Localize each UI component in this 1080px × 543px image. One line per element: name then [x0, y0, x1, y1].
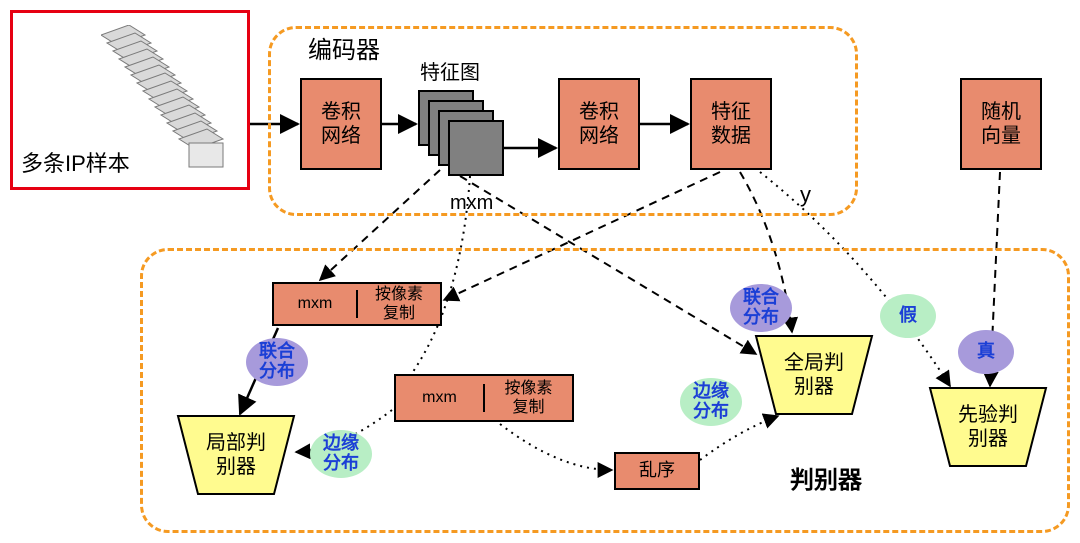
- feature-map-stack: [418, 90, 514, 186]
- conv1-label: 卷积 网络: [321, 100, 361, 148]
- y-label: y: [800, 182, 811, 208]
- prior-discriminator: 先验判 别器: [930, 388, 1046, 466]
- marginal-dist-ellipse-2: 边缘 分布: [680, 378, 742, 426]
- marginal-dist-ellipse-1: 边缘 分布: [310, 430, 372, 478]
- marginal2-text: 边缘 分布: [693, 382, 729, 422]
- feature-data-box: 特征 数据: [690, 78, 772, 170]
- conv2-box: 卷积 网络: [558, 78, 640, 170]
- joint-dist-ellipse-1: 联合 分布: [246, 338, 308, 386]
- local-label: 局部判 别器: [206, 431, 266, 479]
- global-discriminator: 全局判 别器: [756, 336, 872, 414]
- feature-dim-label: mxm: [450, 192, 493, 215]
- feature-data-label: 特征 数据: [711, 100, 751, 148]
- input-frame: 多条IP样本: [10, 10, 250, 190]
- marginal1-text: 边缘 分布: [323, 434, 359, 474]
- discriminator-title: 判别器: [790, 460, 862, 495]
- mxm-copy-box-2: mxm 按像素 复制: [394, 374, 574, 422]
- global-label: 全局判 别器: [784, 351, 844, 399]
- shuffle-box: 乱序: [614, 452, 700, 490]
- mxm1-left: mxm: [274, 290, 358, 317]
- random-vec-box: 随机 向量: [960, 78, 1042, 170]
- shuffle-label: 乱序: [639, 460, 675, 482]
- joint2-text: 联合 分布: [743, 288, 779, 328]
- input-label: 多条IP样本: [21, 151, 130, 177]
- real-ellipse: 真: [958, 330, 1014, 374]
- mxm-copy-box-1: mxm 按像素 复制: [272, 282, 442, 326]
- conv1-box: 卷积 网络: [300, 78, 382, 170]
- local-discriminator: 局部判 别器: [178, 416, 294, 494]
- fake-ellipse: 假: [880, 294, 936, 338]
- conv2-label: 卷积 网络: [579, 100, 619, 148]
- mxm2-right: 按像素 复制: [485, 375, 572, 421]
- joint1-text: 联合 分布: [259, 342, 295, 382]
- real-text: 真: [977, 342, 995, 362]
- joint-dist-ellipse-2: 联合 分布: [730, 284, 792, 332]
- mxm2-left: mxm: [396, 384, 485, 411]
- encoder-title: 编码器: [308, 30, 380, 65]
- fake-text: 假: [899, 306, 917, 326]
- prior-label: 先验判 别器: [958, 403, 1018, 451]
- mxm1-right: 按像素 复制: [358, 281, 440, 327]
- random-vec-label: 随机 向量: [981, 100, 1021, 148]
- feature-map-label: 特征图: [420, 56, 480, 85]
